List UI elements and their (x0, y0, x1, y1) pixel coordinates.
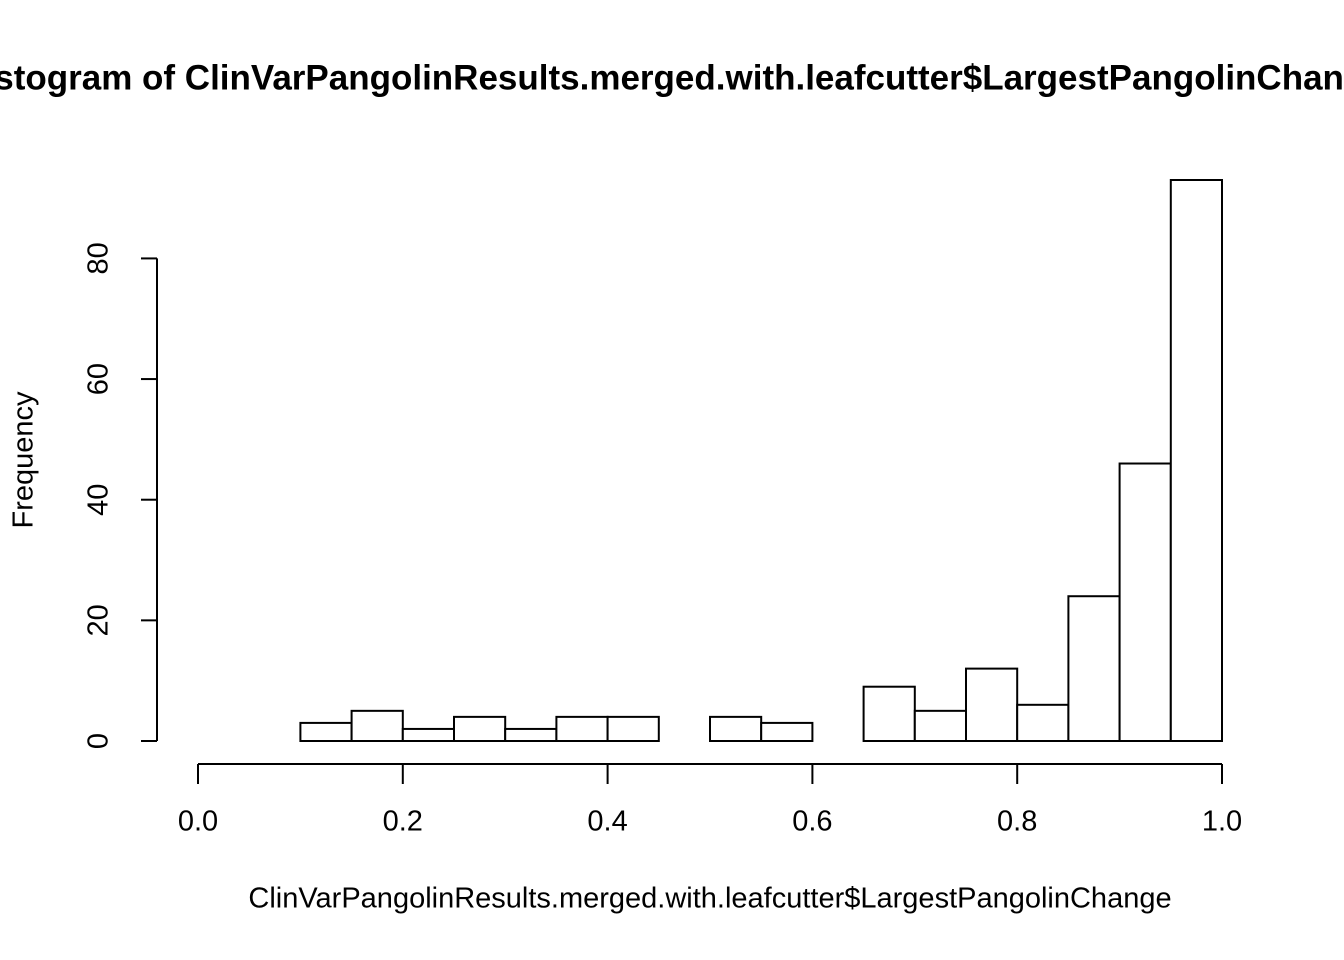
bar (453, 715, 507, 743)
bar (504, 727, 558, 743)
y-tick-label: 80 (83, 242, 115, 274)
x-tick-label: 0.6 (792, 806, 832, 838)
y-tick-label: 60 (83, 363, 115, 395)
bar (350, 709, 404, 742)
bar (760, 721, 814, 742)
x-tick-label: 0.4 (587, 806, 627, 838)
bar (299, 721, 353, 742)
y-axis-label: Frequency (8, 391, 40, 529)
bar (555, 715, 609, 743)
bar (1118, 462, 1172, 742)
bar (965, 667, 1019, 743)
y-tick-label: 20 (83, 604, 115, 636)
y-tick-label: 40 (83, 484, 115, 516)
bar (1067, 595, 1121, 743)
x-tick-label: 0.0 (178, 806, 218, 838)
x-tick-label: 0.2 (383, 806, 423, 838)
bar (401, 727, 455, 743)
bar (1169, 179, 1224, 742)
bar (709, 715, 763, 743)
bar (1016, 703, 1070, 743)
x-tick-label: 1.0 (1202, 806, 1242, 838)
chart-title: Histogram of ClinVarPangolinResults.merg… (0, 58, 1344, 97)
bar (913, 709, 967, 742)
x-tick-label: 0.8 (997, 806, 1037, 838)
bar (862, 685, 916, 742)
y-tick-label: 0 (83, 733, 115, 749)
bar (606, 715, 660, 743)
x-axis-label: ClinVarPangolinResults.merged.with.leafc… (248, 883, 1171, 915)
